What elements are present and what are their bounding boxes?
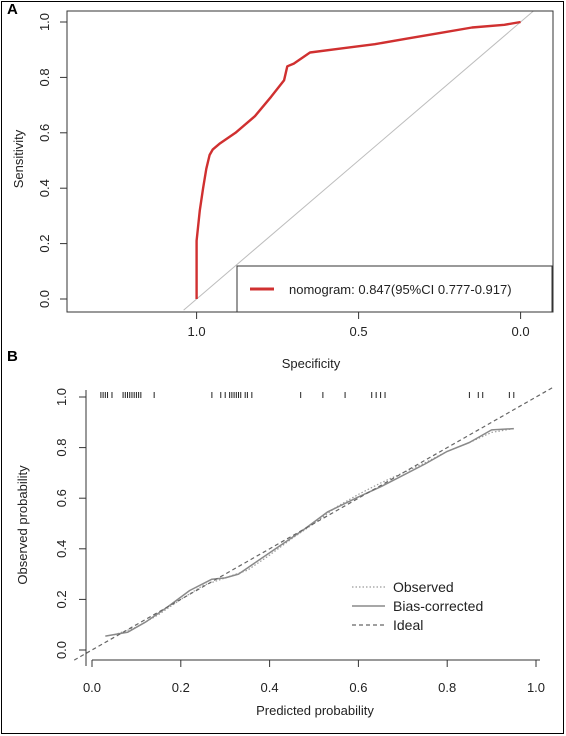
roc-y-tick-label-0: 0.0 (37, 290, 52, 308)
calibration-x-tick-label-2: 0.4 (261, 680, 279, 695)
calibration-x-tick-label-5: 1.0 (527, 680, 545, 695)
roc-y-axis-title: Sensitivity (11, 129, 26, 188)
roc-legend-box (236, 265, 553, 313)
calibration-line-bias-corrected (105, 427, 514, 637)
calibration-legend-label-1: Bias-corrected (393, 598, 483, 614)
calibration-y-axis: 0.0 0.2 0.4 0.6 0.8 1.0 (54, 388, 86, 659)
calibration-x-tick-label-4: 0.8 (438, 680, 456, 695)
calibration-y-axis-title: Observed probability (15, 465, 30, 585)
roc-reference-line (183, 10, 534, 311)
roc-curve-0 (195, 20, 521, 299)
calibration-y-tick-label-5: 1.0 (54, 388, 69, 406)
roc-x-tick-label-2: 0.0 (512, 324, 530, 339)
roc-x-tick-label-1: 0.5 (350, 324, 368, 339)
roc-y-tick-label-3: 0.6 (37, 124, 52, 142)
calibration-y-tick-label-3: 0.6 (54, 489, 69, 507)
calibration-x-axis-title: Predicted probability (256, 703, 374, 718)
calibration-y-tick-label-0: 0.0 (54, 641, 69, 659)
calibration-series (73, 386, 555, 661)
roc-y-axis: 0.0 0.2 0.4 0.6 0.8 1.0 (37, 13, 67, 308)
roc-chart: 1.0 0.5 0.0 0.0 0.2 0.4 0.6 0.8 1.0 Specificity… (11, 10, 554, 371)
roc-x-axis: 1.0 0.5 0.0 (188, 312, 530, 339)
panel-b-label: B (7, 348, 18, 365)
roc-y-tick-label-2: 0.4 (37, 179, 52, 197)
roc-y-tick-label-4: 0.8 (37, 68, 52, 86)
roc-legend: nomogram: 0.847(95%CI 0.777-0.917) (236, 265, 553, 313)
calibration-legend-label-0: Observed (393, 579, 454, 595)
roc-y-tick-label-1: 0.2 (37, 235, 52, 253)
calibration-chart: 0.0 0.2 0.4 0.6 0.8 1.0 0.0 0.2 0.4 0.6 0.8 1.0 Pr… (15, 386, 555, 718)
roc-y-tick-label-5: 1.0 (37, 13, 52, 31)
calibration-x-tick-label-3: 0.6 (349, 680, 367, 695)
calibration-legend-label-2: Ideal (393, 617, 423, 633)
roc-x-tick-label-0: 1.0 (188, 324, 206, 339)
calibration-x-tick-label-1: 0.2 (172, 680, 190, 695)
roc-series (195, 20, 521, 299)
panel-a-label: A (7, 1, 18, 18)
roc-legend-label: nomogram: 0.847(95%CI 0.777-0.917) (289, 282, 512, 297)
calibration-y-tick-label-4: 0.8 (54, 439, 69, 457)
calibration-line-ideal (73, 386, 555, 661)
calibration-legend: Observed Bias-corrected Ideal (352, 579, 483, 633)
calibration-y-tick-label-1: 0.2 (54, 590, 69, 608)
calibration-x-tick-label-0: 0.0 (83, 680, 101, 695)
calibration-y-tick-label-2: 0.4 (54, 540, 69, 558)
calibration-x-axis: 0.0 0.2 0.4 0.6 0.8 1.0 (83, 660, 545, 695)
roc-x-axis-title: Specificity (282, 356, 341, 371)
calibration-rug (100, 392, 515, 398)
roc-diagonal (183, 10, 534, 311)
